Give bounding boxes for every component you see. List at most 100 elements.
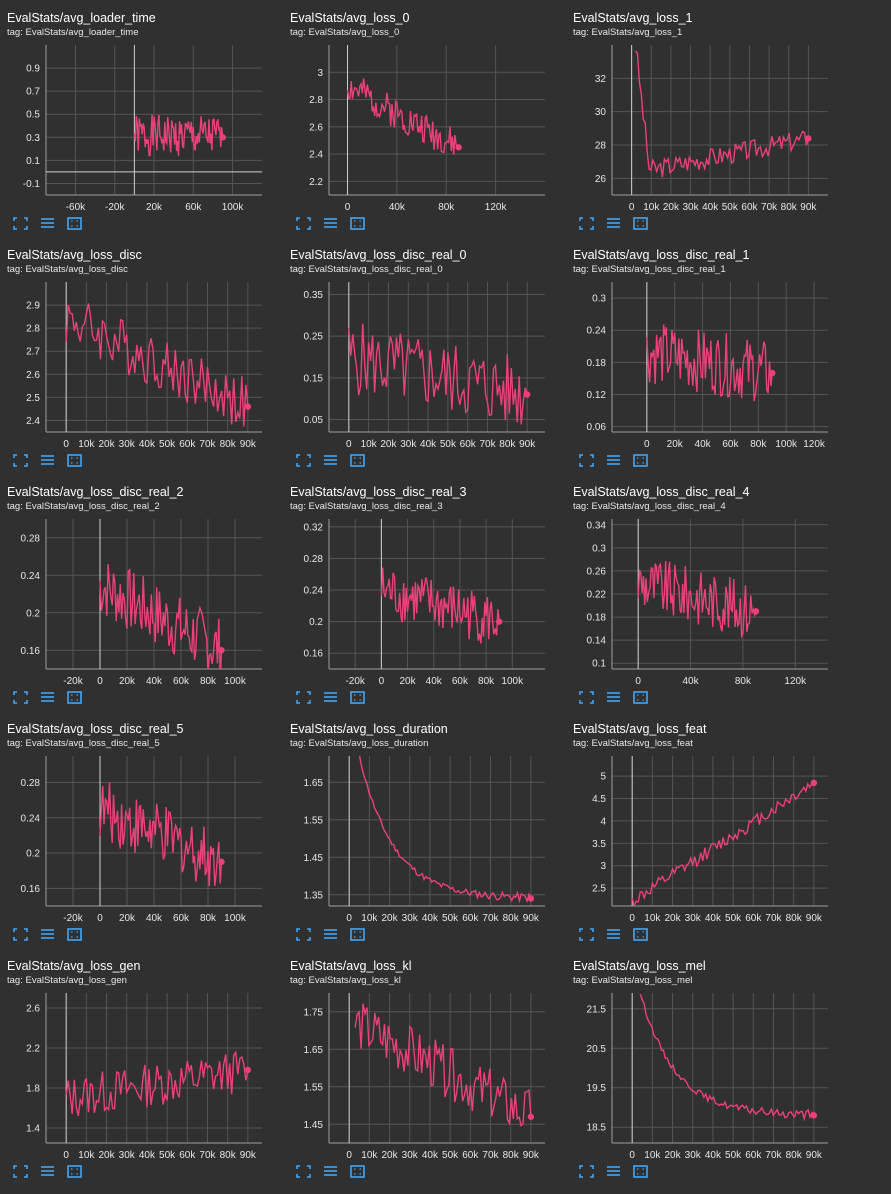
y-tick-label: 2.6 xyxy=(26,370,40,381)
fit-domain-icon[interactable] xyxy=(349,1164,366,1178)
line-chart[interactable]: 1.4 1.8 2.2 2.6 0 10k 20k 30k 40k 50k 60k 70k 80k 90k xyxy=(0,988,283,1163)
y-tick-label: 0.06 xyxy=(587,422,607,433)
toggle-log-icon[interactable] xyxy=(39,927,56,941)
x-tick-label: 50k xyxy=(442,1150,459,1161)
x-tick-label: 20k xyxy=(119,676,136,687)
line-chart[interactable]: 0.16 0.2 0.24 0.28 -20k 0 20k 40k 60k 80k 100k xyxy=(0,514,283,689)
chart-tag: tag: EvalStats/avg_loader_time xyxy=(7,27,139,38)
toggle-log-icon[interactable] xyxy=(39,453,56,467)
x-tick-label: 20k xyxy=(380,439,397,450)
line-chart[interactable]: 18.5 19.5 20.5 21.5 0 10k 20k 30k 40k 50k 60k 70k 80… xyxy=(566,988,849,1163)
fit-domain-icon[interactable] xyxy=(632,690,649,704)
y-tick-label: 0.1 xyxy=(26,156,40,167)
x-tick-label: 70k xyxy=(482,1150,499,1161)
last-point-marker xyxy=(455,144,462,151)
line-chart[interactable]: 1.45 1.55 1.65 1.75 0 10k 20k 30k 40k 50k 60k 70k 80… xyxy=(283,988,566,1163)
line-chart[interactable]: -0.1 0.1 0.3 0.5 0.7 0.9 -60k -20k 20k 60k 100k xyxy=(0,40,283,215)
fit-domain-icon[interactable] xyxy=(349,690,366,704)
series-line xyxy=(631,781,815,906)
fit-domain-icon[interactable] xyxy=(632,453,649,467)
y-tick-label: 0.2 xyxy=(309,617,323,628)
fit-domain-icon[interactable] xyxy=(66,690,83,704)
fullscreen-icon[interactable] xyxy=(12,1164,29,1178)
fit-domain-icon[interactable] xyxy=(632,216,649,230)
line-chart[interactable]: 2.5 3 3.5 4 4.5 5 0 10k 20k 30k 40k 50k 60k 70k 80k 90k xyxy=(566,751,849,926)
toggle-log-icon[interactable] xyxy=(39,690,56,704)
x-tick-label: 120k xyxy=(803,439,826,450)
fullscreen-icon[interactable] xyxy=(578,1164,595,1178)
fullscreen-icon[interactable] xyxy=(295,927,312,941)
fit-domain-icon[interactable] xyxy=(66,927,83,941)
fit-domain-icon[interactable] xyxy=(349,453,366,467)
toggle-log-icon[interactable] xyxy=(322,927,339,941)
fullscreen-icon[interactable] xyxy=(578,927,595,941)
x-tick-label: 60k xyxy=(460,439,477,450)
chart-toolbar xyxy=(12,1164,83,1178)
x-tick-label: 50k xyxy=(159,1150,176,1161)
scalar-card: EvalStats/avg_loss_mel tag: EvalStats/avg… xyxy=(566,948,849,1185)
scalar-card: EvalStats/avg_loss_1 tag: EvalStats/avg_l… xyxy=(566,0,849,237)
fullscreen-icon[interactable] xyxy=(295,216,312,230)
fullscreen-icon[interactable] xyxy=(295,453,312,467)
x-tick-label: 40k xyxy=(705,1150,722,1161)
fullscreen-icon[interactable] xyxy=(578,216,595,230)
fit-domain-icon[interactable] xyxy=(66,453,83,467)
x-tick-label: -20k xyxy=(345,676,365,687)
fullscreen-icon[interactable] xyxy=(12,690,29,704)
fit-domain-icon[interactable] xyxy=(66,216,83,230)
toggle-log-icon[interactable] xyxy=(322,216,339,230)
fullscreen-icon[interactable] xyxy=(578,690,595,704)
x-tick-label: 10k xyxy=(361,439,378,450)
line-chart[interactable]: 0.1 0.14 0.18 0.22 0.26 0.3 0.34 0 40k 80k 120k xyxy=(566,514,849,689)
series-line xyxy=(635,50,810,178)
chart-tag: tag: EvalStats/avg_loss_disc_real_3 xyxy=(290,501,443,512)
x-tick-label: 100k xyxy=(775,439,798,450)
toggle-log-icon[interactable] xyxy=(39,216,56,230)
line-chart[interactable]: 0.16 0.2 0.24 0.28 -20k 0 20k 40k 60k 80k 100k xyxy=(0,751,283,926)
fullscreen-icon[interactable] xyxy=(12,927,29,941)
y-tick-label: 1.45 xyxy=(304,1120,324,1131)
toggle-log-icon[interactable] xyxy=(605,216,622,230)
fit-domain-icon[interactable] xyxy=(66,1164,83,1178)
toggle-log-icon[interactable] xyxy=(39,1164,56,1178)
toggle-log-icon[interactable] xyxy=(322,690,339,704)
line-chart[interactable]: 2.2 2.4 2.6 2.8 3 0 40k 80k 120k xyxy=(283,40,566,215)
toggle-log-icon[interactable] xyxy=(322,453,339,467)
y-tick-label: 0.9 xyxy=(26,64,40,75)
x-tick-label: 80k xyxy=(750,439,767,450)
toggle-log-icon[interactable] xyxy=(605,927,622,941)
x-tick-label: 50k xyxy=(725,913,742,924)
x-tick-label: 70k xyxy=(199,1150,216,1161)
chart-tag: tag: EvalStats/avg_loss_mel xyxy=(573,975,693,986)
line-chart[interactable]: 1.35 1.45 1.55 1.65 0 10k 20k 30k 40k 50k 60k 70k 80… xyxy=(283,751,566,926)
chart-tag: tag: EvalStats/avg_loss_disc_real_4 xyxy=(573,501,726,512)
fullscreen-icon[interactable] xyxy=(295,690,312,704)
last-point-marker xyxy=(523,391,531,398)
toggle-log-icon[interactable] xyxy=(605,1164,622,1178)
fit-domain-icon[interactable] xyxy=(632,927,649,941)
toggle-log-icon[interactable] xyxy=(605,690,622,704)
x-tick-label: 70k xyxy=(479,439,496,450)
x-tick-label: -20k xyxy=(63,913,83,924)
y-tick-label: 1.55 xyxy=(304,1082,324,1093)
toggle-log-icon[interactable] xyxy=(322,1164,339,1178)
fit-domain-icon[interactable] xyxy=(349,216,366,230)
x-tick-label: 10k xyxy=(644,913,661,924)
fit-domain-icon[interactable] xyxy=(349,927,366,941)
line-chart[interactable]: 26 28 30 32 0 10k 20k 30k 40k 50k 60k 70k 80k 90k xyxy=(566,40,849,215)
fullscreen-icon[interactable] xyxy=(12,216,29,230)
line-chart[interactable]: 0.05 0.15 0.25 0.35 0 10k 20k 30k 40k 50k 60k 70k 80… xyxy=(283,277,566,452)
line-chart[interactable]: 0.16 0.2 0.24 0.28 0.32 -20k 0 20k 40k 60k 80k 100k xyxy=(283,514,566,689)
x-tick-label: 30k xyxy=(119,439,136,450)
fullscreen-icon[interactable] xyxy=(295,1164,312,1178)
y-tick-label: 0.32 xyxy=(304,522,324,533)
fullscreen-icon[interactable] xyxy=(578,453,595,467)
line-chart[interactable]: 2.4 2.5 2.6 2.7 2.8 2.9 0 10k 20k 30k 40k 50k 60k 70k… xyxy=(0,277,283,452)
toggle-log-icon[interactable] xyxy=(605,453,622,467)
fullscreen-icon[interactable] xyxy=(12,453,29,467)
last-point-marker xyxy=(810,779,818,787)
chart-tag: tag: EvalStats/avg_loss_gen xyxy=(7,975,127,986)
scalar-card: EvalStats/avg_loss_0 tag: EvalStats/avg_l… xyxy=(283,0,566,237)
fit-domain-icon[interactable] xyxy=(632,1164,649,1178)
line-chart[interactable]: 0.06 0.12 0.18 0.24 0.3 0 20k 40k 60k 80k 100k 120k xyxy=(566,277,849,452)
